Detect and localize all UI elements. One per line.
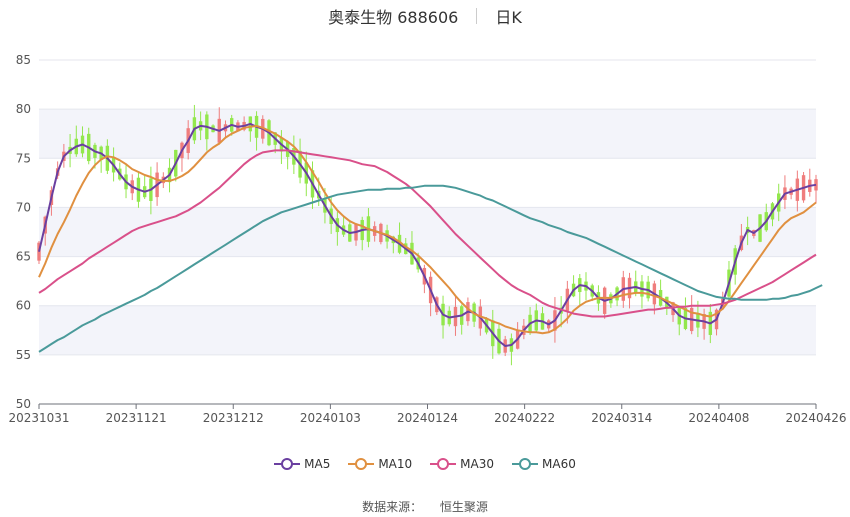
legend-item-ma10[interactable]: MA10 [348, 457, 412, 471]
x-tick-label: 20240124 [397, 411, 458, 425]
legend-marker-ma60 [512, 458, 539, 470]
grid-bands [39, 109, 816, 355]
y-axis-ticks: 85 80 75 70 65 60 55 50 [16, 53, 31, 411]
period-label[interactable]: 日K [495, 8, 522, 27]
x-tick-label: 20240314 [591, 411, 652, 425]
y-tick-label: 70 [16, 200, 31, 214]
legend-label-ma10: MA10 [378, 457, 413, 471]
y-tick-label: 65 [16, 250, 31, 264]
chart-title-bar: 奥泰生物 688606 日K [0, 4, 850, 28]
legend-marker-ma5 [274, 458, 301, 470]
x-tick-label: 20231121 [106, 411, 167, 425]
legend-item-ma30[interactable]: MA30 [430, 457, 494, 471]
legend-item-ma60[interactable]: MA60 [512, 457, 576, 471]
series-line-ma10 [38, 124, 817, 335]
source-name: 恒生聚源 [439, 500, 488, 514]
y-tick-label: 85 [16, 53, 31, 67]
ma-lines [38, 122, 823, 353]
legend-label-ma60: MA60 [542, 457, 576, 471]
legend-marker-ma30 [430, 458, 457, 470]
y-tick-label: 75 [16, 151, 31, 165]
source-label: 数据来源： [362, 500, 423, 514]
legend: MA5 MA10 MA30 MA60 [0, 457, 850, 471]
chart-title: 奥泰生物 688606 [328, 8, 459, 27]
x-tick-label: 20231212 [203, 411, 264, 425]
grid-band [39, 207, 816, 257]
series-line-ma30 [38, 149, 817, 318]
x-tick-label: 20231031 [8, 411, 69, 425]
legend-item-ma5[interactable]: MA5 [274, 457, 330, 471]
y-tick-label: 55 [16, 348, 31, 362]
legend-label-ma5: MA5 [304, 457, 331, 471]
y-tick-label: 50 [16, 397, 31, 411]
series-line-ma5 [38, 122, 817, 347]
x-tick-label: 20240222 [494, 411, 555, 425]
data-source: 数据来源： 恒生聚源 [0, 498, 850, 515]
x-tick-label: 20240103 [300, 411, 361, 425]
title-divider [476, 8, 478, 24]
y-tick-label: 60 [16, 299, 31, 313]
series-line-ma60 [38, 184, 823, 353]
x-tick-label: 20240408 [688, 411, 749, 425]
x-tick-label: 20240426 [785, 411, 846, 425]
legend-label-ma30: MA30 [460, 457, 495, 471]
x-axis-ticks: 20231031 20231121 20231212 20240103 20240124… [8, 404, 847, 425]
grid-band [39, 109, 816, 159]
kline-chart: 85 80 75 70 65 60 55 50 20231031 20231121 2023121… [8, 53, 847, 425]
y-tick-label: 80 [16, 102, 31, 116]
legend-marker-ma10 [348, 458, 375, 470]
